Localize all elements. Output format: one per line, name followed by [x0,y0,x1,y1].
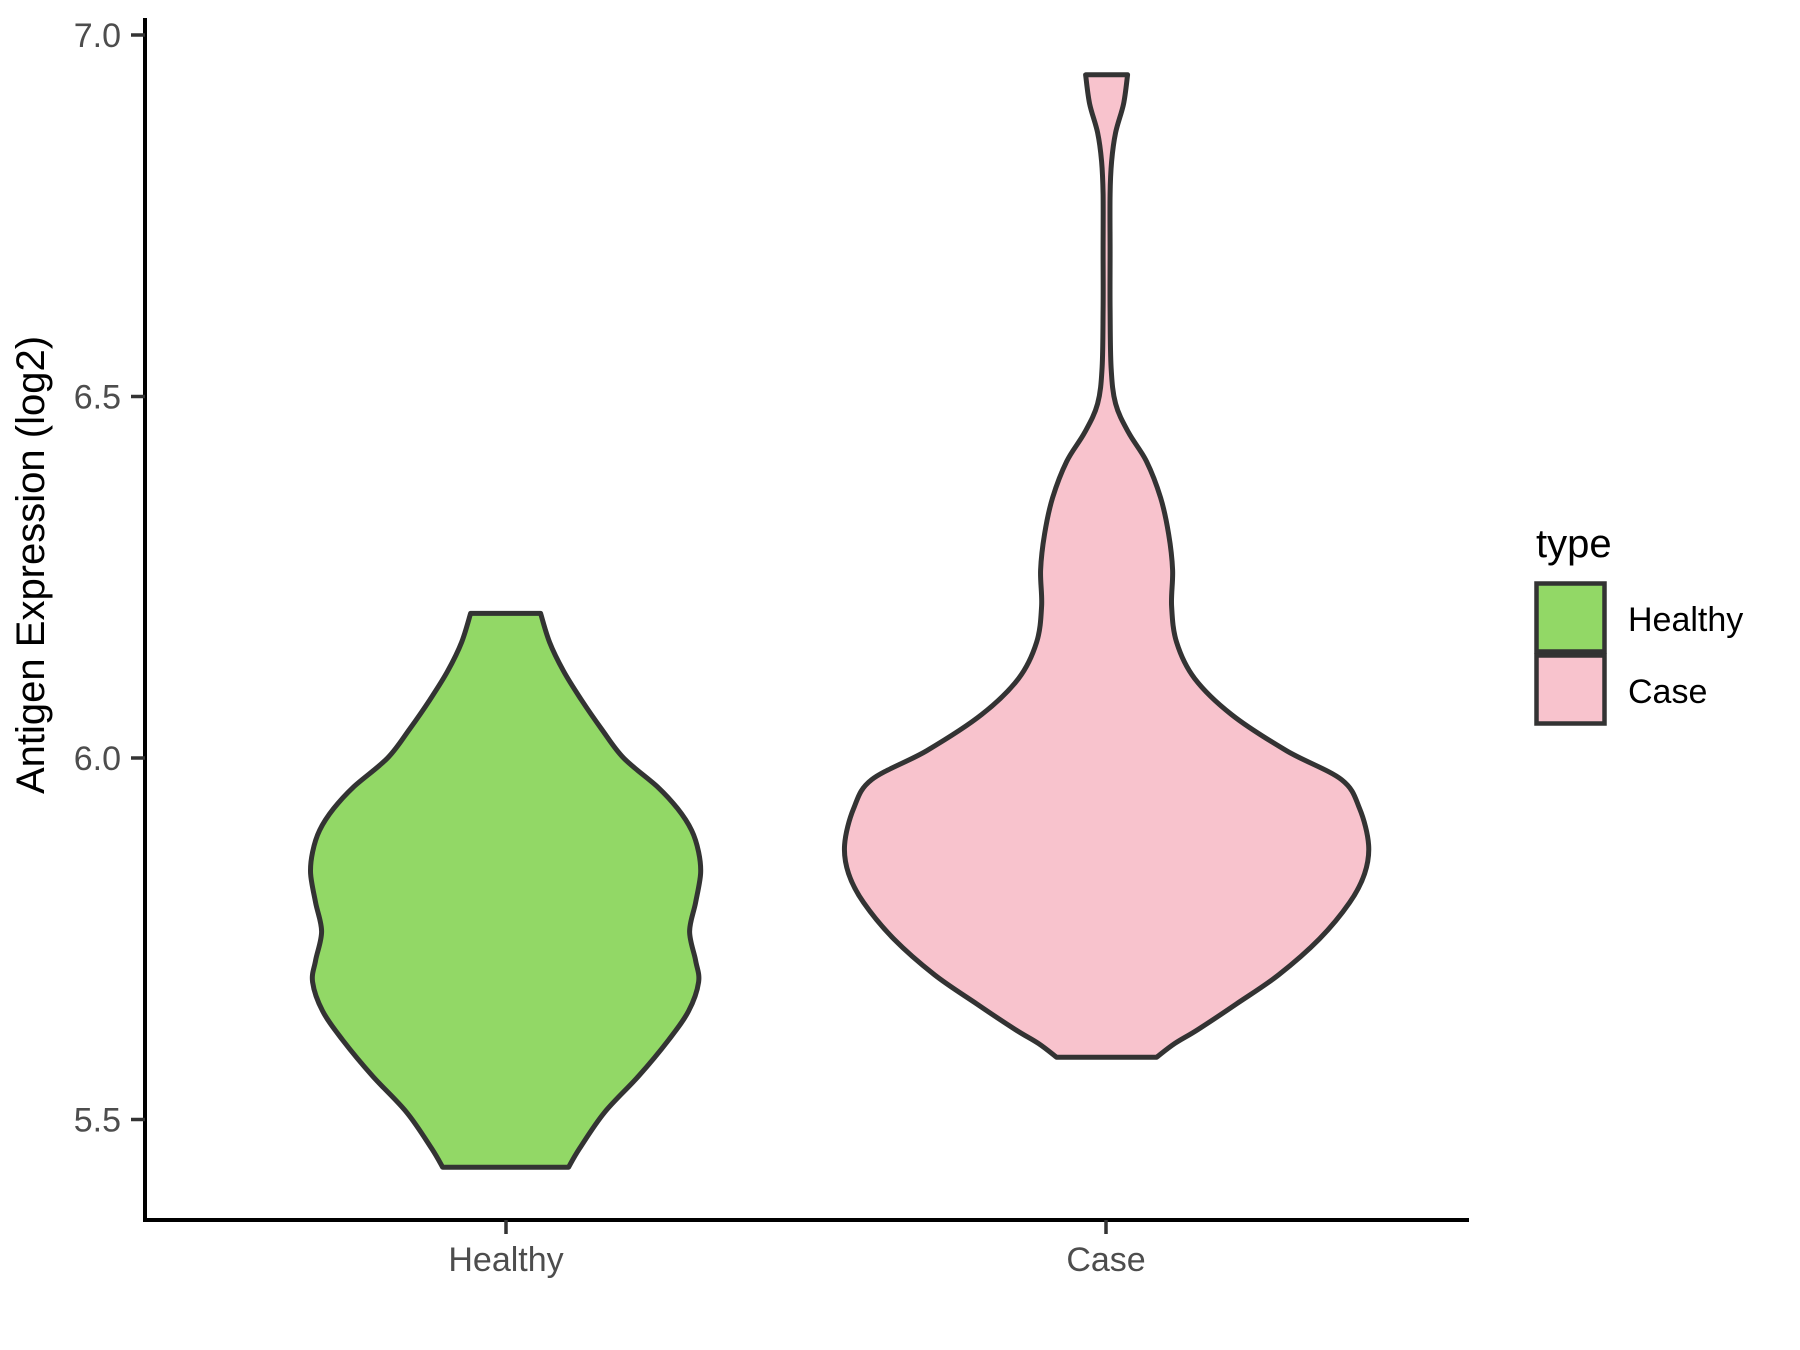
violin-healthy [307,610,704,1170]
legend-label-case: Case [1628,673,1707,711]
violin-case [841,72,1372,1060]
x-label-healthy: Healthy [448,1241,563,1279]
y-tick-label-7.0: 7.0 [74,17,121,55]
legend-label-healthy: Healthy [1628,601,1743,639]
y-tick-label-6.0: 6.0 [74,740,121,778]
x-axis-labels: Healthy Case [448,1241,1145,1279]
x-label-case: Case [1066,1241,1145,1279]
x-axis-ticks [504,1220,1108,1234]
legend-key-healthy [1534,581,1607,654]
axes [143,18,1469,1222]
y-axis-ticks [131,33,145,1122]
y-axis-labels: 7.0 6.5 6.0 5.5 [74,17,121,1140]
y-tick-label-5.5: 5.5 [74,1102,121,1140]
y-axis-title: Antigen Expression (log2) [9,336,53,794]
violin-layer [307,72,1372,1170]
y-tick-label-6.5: 6.5 [74,379,121,417]
legend-key-case [1534,653,1607,726]
legend: type Healthy Case [1534,522,1743,726]
legend-title: type [1536,522,1612,566]
